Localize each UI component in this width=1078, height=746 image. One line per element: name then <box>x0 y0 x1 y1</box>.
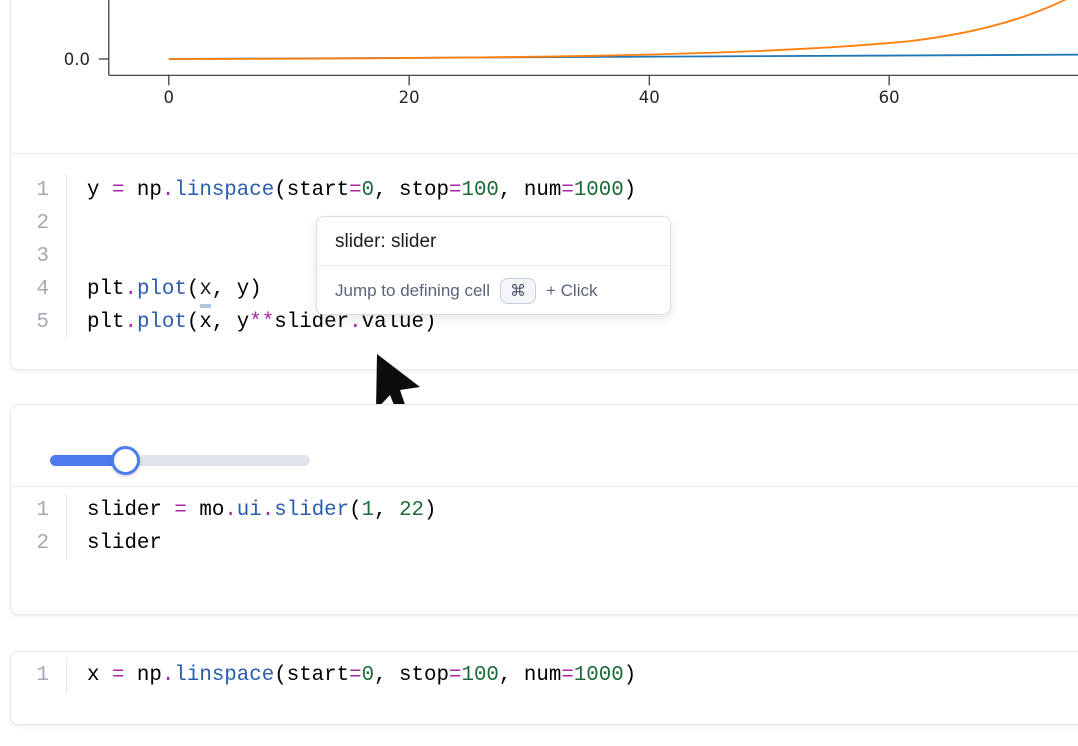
svg-text:0: 0 <box>164 88 175 107</box>
svg-text:20: 20 <box>399 88 420 107</box>
svg-text:0.0: 0.0 <box>64 50 90 69</box>
svg-text:40: 40 <box>639 88 660 107</box>
svg-text:60: 60 <box>879 88 900 107</box>
